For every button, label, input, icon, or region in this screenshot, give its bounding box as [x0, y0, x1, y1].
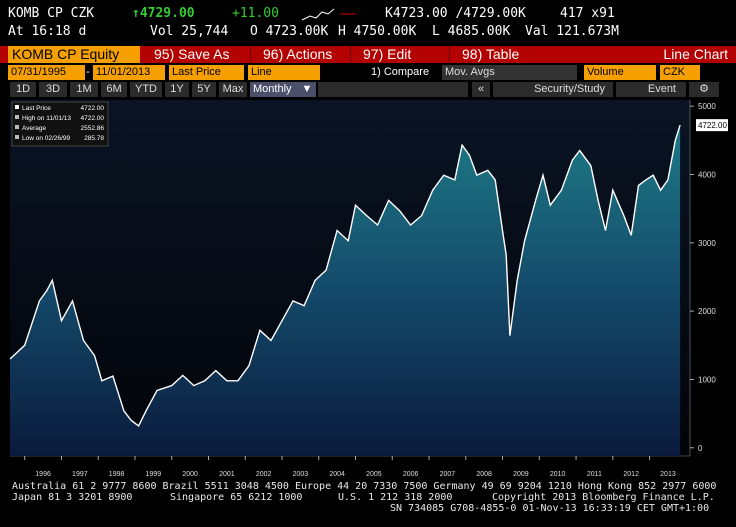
legend: Last Price 4722.00 High on 11/01/13 4722.00…: [11, 101, 109, 147]
legend-label: Last Price: [22, 105, 51, 112]
x-tick-label: 2011: [587, 471, 602, 478]
high: H 4750.00K: [338, 24, 417, 39]
trade-time: At 16:18 d: [8, 24, 87, 39]
collapse-button[interactable]: «: [472, 82, 490, 97]
footer-copyright: Copyright 2013 Bloomberg Finance L.P.: [492, 492, 715, 503]
traded-value: Val 121.673M: [525, 24, 619, 39]
view-title: Line Chart: [663, 46, 728, 62]
footer-session: SN 734085 G708-4855-0 01-Nov-13 16:33:19…: [390, 503, 710, 514]
sparkline-icon: [301, 8, 356, 21]
period-button[interactable]: 1Y: [165, 82, 189, 97]
legend-swatch: [15, 105, 19, 109]
x-tick-label: 2008: [476, 471, 492, 478]
x-tick-label: 2010: [550, 471, 566, 478]
volume: Vol 25,744: [150, 24, 229, 39]
x-tick-label: 2009: [513, 471, 529, 478]
period-button[interactable]: YTD: [130, 82, 162, 97]
toolbar-button[interactable]: 95) Save As: [142, 46, 248, 63]
dropdown-arrow[interactable]: ▼: [298, 82, 316, 97]
price-area: [10, 125, 681, 456]
legend-value: 4722.00: [81, 105, 105, 112]
x-tick-label: 2000: [182, 471, 198, 478]
period-button[interactable]: 6M: [101, 82, 127, 97]
last-price-tag-box: [696, 119, 728, 132]
period-button[interactable]: 3D: [39, 82, 67, 97]
ticker: KOMB CP CZK: [8, 6, 95, 21]
period-button[interactable]: 1M: [70, 82, 98, 97]
x-tick-label: 2013: [660, 471, 676, 478]
y-tick-label: 0: [698, 444, 703, 453]
x-tick-label: 1996: [35, 471, 51, 478]
toolbar-button[interactable]: 96) Actions: [250, 46, 348, 63]
frequency-dropdown[interactable]: Monthly: [250, 82, 301, 97]
footer-phone: Singapore 65 6212 1000: [170, 492, 303, 503]
footer-phone: Japan 81 3 3201 8900: [12, 492, 133, 503]
lower-chart-dropdown[interactable]: Volume: [584, 65, 656, 80]
price-line: [9, 124, 681, 427]
x-tick-label: 2006: [403, 471, 419, 478]
legend-value: 285.78: [84, 135, 104, 142]
price-chart: 0 1000 2000 3000 4000 5000 1996 1997 1998 1999 200…: [9, 100, 728, 478]
low: L 4685.00K: [432, 24, 511, 39]
legend-swatch: [15, 135, 19, 139]
legend-label: Average: [22, 125, 46, 132]
mov-avgs-dropdown[interactable]: Mov. Avgs: [442, 65, 577, 80]
date-separator: -: [86, 66, 90, 78]
x-tick-label: 2003: [293, 471, 309, 478]
x-tick-label: 1997: [72, 471, 88, 478]
end-date[interactable]: 11/01/2013: [93, 65, 165, 80]
period-button[interactable]: Max: [219, 82, 247, 97]
footer-phones: Australia 61 2 9777 8600 Brazil 5511 304…: [12, 481, 717, 492]
security-field[interactable]: KOMB CP Equity: [8, 46, 140, 63]
price-change: +11.00: [232, 6, 279, 21]
x-tick-label: 1999: [146, 471, 162, 478]
start-date[interactable]: 07/31/1995: [8, 65, 85, 80]
x-tick-label: 2001: [219, 471, 235, 478]
y-tick-label: 2000: [698, 307, 716, 316]
last-price-tag: 4722.00: [698, 121, 727, 130]
legend-swatch: [15, 115, 19, 119]
x-tick-label: 2002: [256, 471, 272, 478]
field-dropdown[interactable]: Last Price: [169, 65, 244, 80]
x-tick-label: 2007: [440, 471, 456, 478]
settings-button[interactable]: ⚙: [689, 82, 719, 97]
y-tick-label: 3000: [698, 239, 716, 248]
legend-swatch: [15, 125, 19, 129]
currency-dropdown[interactable]: CZK: [660, 65, 700, 80]
toolbar-button[interactable]: 98) Table: [449, 46, 546, 63]
x-tick-label: 2012: [623, 471, 639, 478]
y-tick-label: 4000: [698, 170, 716, 179]
y-tick-label: 5000: [698, 102, 716, 111]
period-button[interactable]: 1D: [10, 82, 36, 97]
study-button[interactable]: Security/Study: [493, 82, 613, 97]
toolbar-button[interactable]: 97) Edit: [350, 46, 447, 63]
period-button[interactable]: 5Y: [192, 82, 216, 97]
x-tick-label: 2004: [329, 471, 345, 478]
footer-phone: U.S. 1 212 318 2000: [338, 492, 453, 503]
open: O 4723.00K: [250, 24, 329, 39]
bid-ask: K4723.00 /4729.00K: [385, 6, 526, 21]
event-button[interactable]: Event: [616, 82, 686, 97]
bid-ask-size: 417 x91: [560, 6, 615, 21]
x-tick-label: 1998: [109, 471, 125, 478]
legend-label: High on 11/01/13: [22, 115, 71, 122]
legend-label: Low on 02/26/99: [22, 135, 70, 142]
legend-value: 4722.00: [81, 115, 105, 122]
legend-value: 2552.86: [81, 125, 105, 132]
y-tick-label: 1000: [698, 375, 716, 384]
compare-button[interactable]: 1) Compare: [371, 66, 430, 78]
last-price: ↑4729.00: [132, 6, 195, 21]
x-tick-label: 2005: [366, 471, 382, 478]
style-dropdown[interactable]: Line: [248, 65, 320, 80]
spacer: [318, 82, 468, 97]
